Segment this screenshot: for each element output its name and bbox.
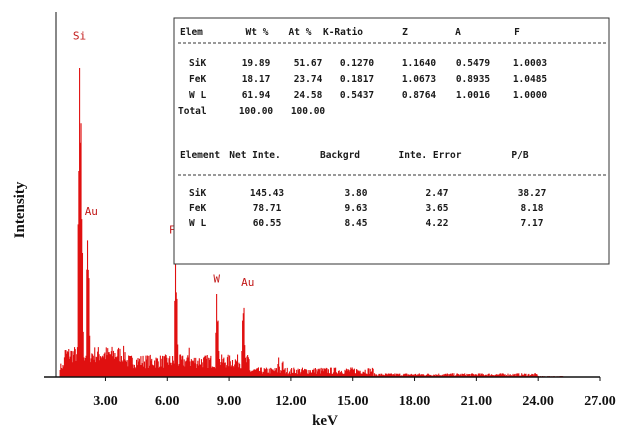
net-cell: 4.22 (426, 218, 449, 229)
quant-cell: 61.94 (242, 90, 271, 101)
x-tick-label: 27.00 (584, 394, 616, 409)
quant-cell: FeK (189, 74, 206, 85)
table-content: Elem Wt % At % K-Ratio Z A F SiK 19.89 51.67 0.127… (178, 27, 606, 229)
quantification-table: Elem Wt % At % K-Ratio Z A F SiK 19.89 51.67 0.127… (173, 17, 610, 265)
net-cell: 38.27 (518, 188, 547, 199)
quant-header-cell: Elem (180, 27, 203, 38)
quant-cell: 1.0000 (513, 90, 548, 101)
x-axis-title: keV (312, 413, 338, 429)
net-cell: FeK (189, 203, 206, 214)
peak-label: Au (85, 205, 98, 218)
quant-cell: 0.8935 (456, 74, 491, 85)
net-cell: 3.65 (426, 203, 449, 214)
quant-cell: 18.17 (242, 74, 271, 85)
quant-cell: 24.58 (294, 90, 323, 101)
quant-cell: 1.0003 (513, 58, 548, 69)
quant-header-cell: K-Ratio (323, 27, 363, 38)
x-tick-label: 15.00 (337, 394, 369, 409)
net-cell: SiK (189, 188, 206, 199)
net-header-cell: Inte. Error (399, 150, 462, 161)
net-cell: 8.18 (521, 203, 544, 214)
quant-cell: Total (178, 106, 207, 117)
quant-cell: 100.00 (239, 106, 274, 117)
quant-cell: 0.5479 (456, 58, 491, 69)
x-tick-label: 3.00 (93, 394, 118, 409)
net-header-cell: P/B (511, 150, 528, 161)
net-cell: 3.80 (345, 188, 368, 199)
quant-cell: 1.0485 (513, 74, 548, 85)
peak-label: Au (241, 276, 254, 289)
x-tick-label: 24.00 (522, 394, 554, 409)
x-tick-label: 12.00 (275, 394, 307, 409)
x-tick-label: 9.00 (217, 394, 242, 409)
net-cell: 9.63 (345, 203, 368, 214)
quant-header-cell: At % (289, 27, 312, 38)
quant-cell: 23.74 (294, 74, 323, 85)
net-cell: 8.45 (345, 218, 368, 229)
quant-cell: SiK (189, 58, 206, 69)
x-tick-label: 6.00 (155, 394, 180, 409)
net-cell: 78.71 (253, 203, 282, 214)
quant-cell: 0.1270 (340, 58, 375, 69)
quant-cell: 100.00 (291, 106, 326, 117)
quant-cell: 1.0016 (456, 90, 491, 101)
net-header-cell: Element (180, 150, 220, 161)
table-border (173, 17, 610, 265)
net-cell: 145.43 (250, 188, 285, 199)
net-cell: 60.55 (253, 218, 282, 229)
x-tick-label: 18.00 (399, 394, 431, 409)
quant-cell: W L (189, 90, 206, 101)
quant-header-cell: Wt % (246, 27, 269, 38)
x-tick-label: 21.00 (461, 394, 493, 409)
peak-label: Si (73, 29, 86, 42)
quant-cell: 19.89 (242, 58, 271, 69)
net-header-cell: Net Inte. (229, 150, 280, 161)
quant-cell: 51.67 (294, 58, 323, 69)
x-tick-labels: 3.00 6.00 9.00 12.00 15.00 18.00 21.00 24.00 27.… (93, 377, 616, 409)
quant-cell: 1.0673 (402, 74, 437, 85)
net-cell: 2.47 (426, 188, 449, 199)
quant-cell: 0.8764 (402, 90, 437, 101)
quant-cell: 0.5437 (340, 90, 374, 101)
net-cell: W L (189, 218, 206, 229)
quant-header-cell: F (514, 27, 520, 38)
net-cell: 7.17 (521, 218, 544, 229)
y-axis-title: Intensity (12, 181, 28, 238)
quant-header-cell: A (455, 27, 461, 38)
net-header-cell: Backgrd (320, 150, 360, 161)
quant-cell: 0.1817 (340, 74, 374, 85)
peak-label: W (213, 273, 220, 286)
quant-header-cell: Z (402, 27, 408, 38)
quant-cell: 1.1640 (402, 58, 437, 69)
